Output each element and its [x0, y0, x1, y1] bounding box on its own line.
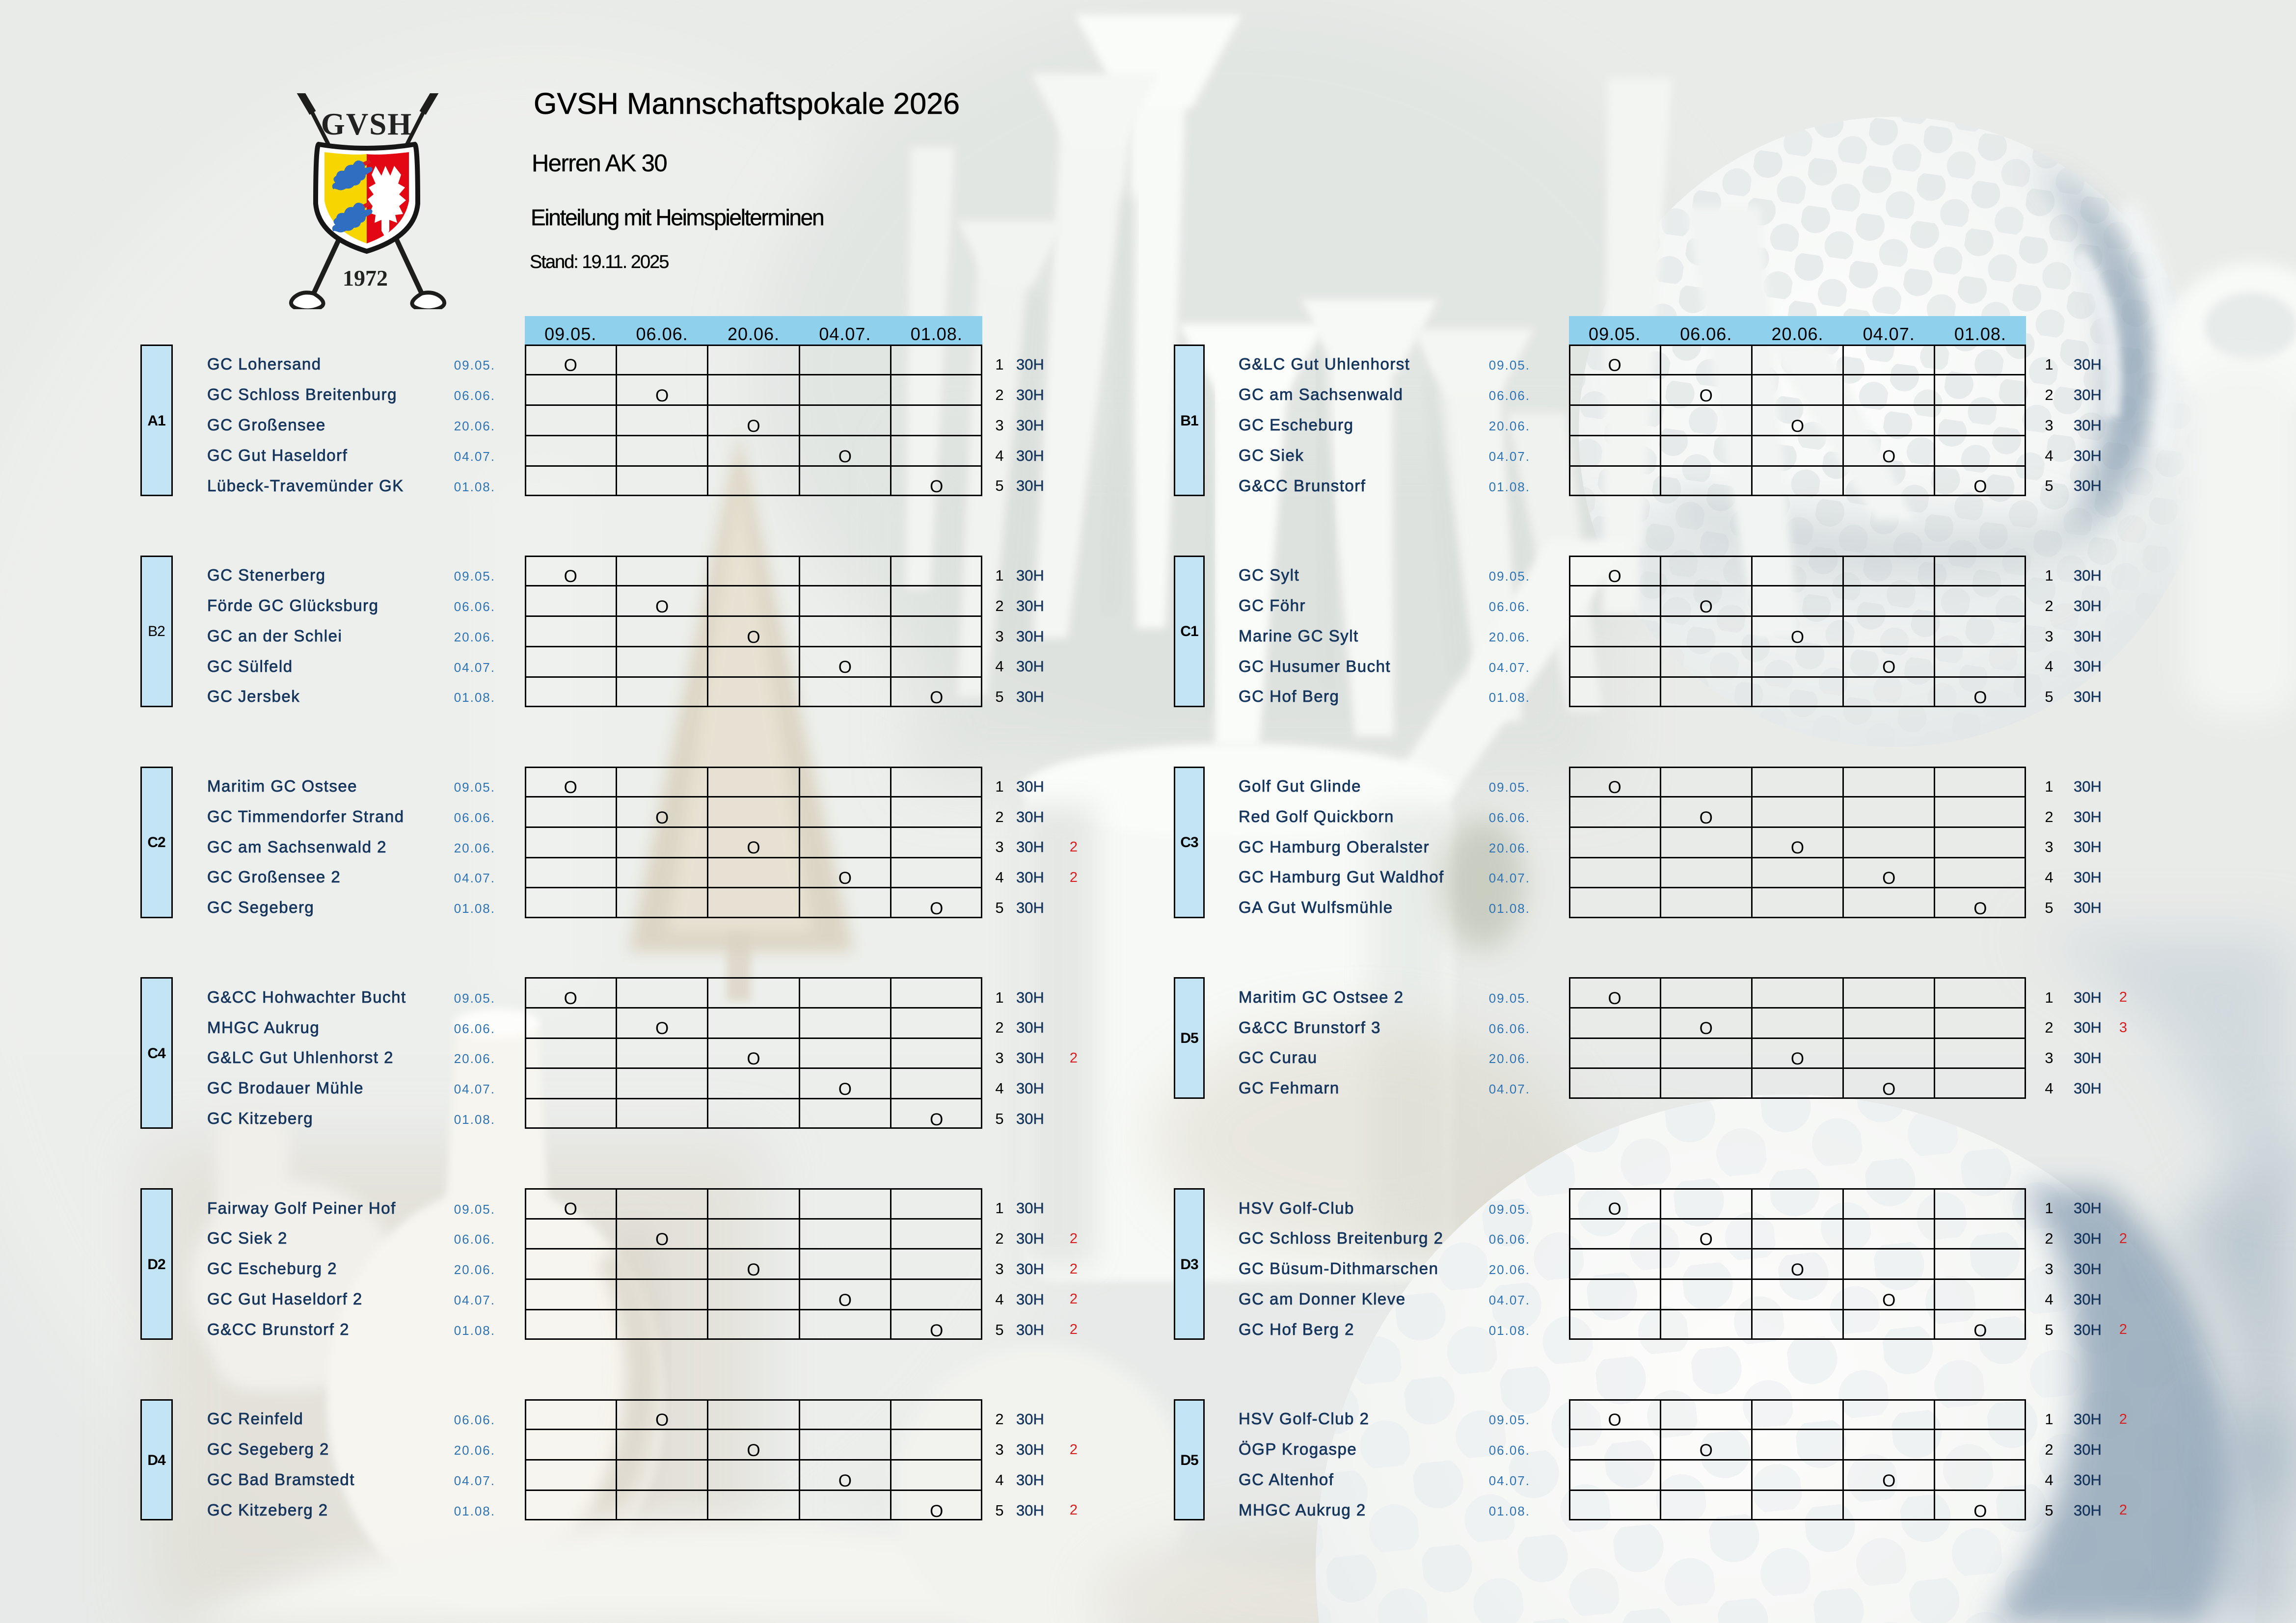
svg-text:GVSH: GVSH: [321, 107, 413, 141]
svg-text:1972: 1972: [343, 266, 388, 291]
